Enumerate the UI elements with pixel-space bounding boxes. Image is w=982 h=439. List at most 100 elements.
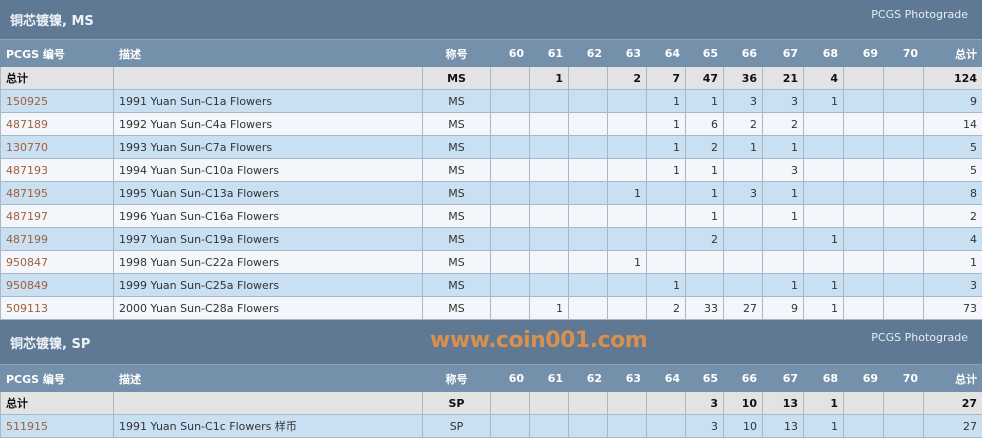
grade-count	[883, 227, 924, 251]
grade-count	[529, 135, 569, 159]
grade-count	[883, 158, 924, 182]
grade-count: 1	[607, 181, 647, 205]
section-title: 铜芯镀镍, SP	[10, 336, 91, 352]
designation: SP	[422, 391, 491, 415]
grade-count	[490, 112, 530, 136]
column-header[interactable]: 63	[607, 365, 647, 392]
pcgs-number-link[interactable]: 150925	[6, 94, 48, 108]
pcgs-number-link[interactable]: 130770	[6, 140, 48, 154]
grade-count: 9	[762, 296, 804, 320]
grade-count	[646, 414, 686, 438]
column-header[interactable]: 描述	[113, 40, 423, 67]
column-header[interactable]: 62	[568, 365, 608, 392]
row-total: 8	[923, 181, 982, 205]
section-2: 铜芯镀镍, SP PCGS Photograde PCGS 编号 描述 称号 60 61…	[0, 320, 982, 438]
column-header[interactable]: 总计	[923, 40, 982, 67]
grade-count: 33	[685, 296, 724, 320]
row-total: 9	[923, 89, 982, 113]
grade-count	[843, 414, 884, 438]
column-header[interactable]: 61	[529, 365, 569, 392]
pcgs-number-link[interactable]: 487189	[6, 117, 48, 131]
column-header[interactable]: 60	[490, 365, 530, 392]
table-row: 150925 1991 Yuan Sun-C1a Flowers MS 1 1 3 3 1…	[0, 89, 982, 113]
grade-count: 36	[723, 66, 763, 90]
column-header[interactable]: 66	[723, 40, 763, 67]
table-row: 487197 1996 Yuan Sun-C16a Flowers MS 1 1 2	[0, 204, 982, 228]
column-header[interactable]: 63	[607, 40, 647, 67]
grade-count	[646, 250, 686, 274]
grade-count	[803, 135, 844, 159]
photograde-link[interactable]: PCGS Photograde	[871, 330, 968, 344]
column-header[interactable]: 65	[685, 365, 724, 392]
column-header[interactable]: 总计	[923, 365, 982, 392]
column-header[interactable]: 68	[803, 365, 844, 392]
grade-count	[568, 296, 608, 320]
description: 1991 Yuan Sun-C1a Flowers	[113, 89, 423, 113]
designation: MS	[422, 112, 491, 136]
column-header[interactable]: 称号	[422, 40, 491, 67]
pcgs-number-link[interactable]: 487195	[6, 186, 48, 200]
grade-count: 1	[685, 89, 724, 113]
grade-count	[568, 181, 608, 205]
pcgs-number-link[interactable]: 950849	[6, 278, 48, 292]
row-total: 5	[923, 158, 982, 182]
column-header[interactable]: 67	[762, 40, 804, 67]
grade-count: 3	[762, 158, 804, 182]
grade-count: 3	[762, 89, 804, 113]
grade-count	[607, 135, 647, 159]
column-header[interactable]: 称号	[422, 365, 491, 392]
grade-count	[607, 158, 647, 182]
pcgs-number-link[interactable]: 950847	[6, 255, 48, 269]
population-table: PCGS 编号 描述 称号 60 61 62 63 64 65 66 67 68 69 70 总计 总计 S…	[0, 365, 982, 438]
grade-count: 1	[803, 89, 844, 113]
pcgs-number-link[interactable]: 487199	[6, 232, 48, 246]
column-header[interactable]: PCGS 编号	[0, 40, 114, 67]
grade-count	[607, 414, 647, 438]
grade-count	[646, 204, 686, 228]
grade-count	[843, 204, 884, 228]
column-header[interactable]: PCGS 编号	[0, 365, 114, 392]
column-header[interactable]: 64	[646, 365, 686, 392]
grade-count	[607, 296, 647, 320]
grade-count	[762, 250, 804, 274]
grade-count	[568, 158, 608, 182]
pcgs-number-link[interactable]: 511915	[6, 419, 48, 433]
grade-count: 1	[685, 158, 724, 182]
designation: MS	[422, 66, 491, 90]
grade-count	[723, 250, 763, 274]
designation: SP	[422, 414, 491, 438]
pcgs-number-link[interactable]: 487193	[6, 163, 48, 177]
column-header[interactable]: 67	[762, 365, 804, 392]
designation: MS	[422, 135, 491, 159]
column-header[interactable]: 61	[529, 40, 569, 67]
column-header[interactable]: 62	[568, 40, 608, 67]
column-header[interactable]: 69	[843, 40, 884, 67]
grade-count	[803, 204, 844, 228]
column-header[interactable]: 70	[883, 40, 924, 67]
grade-count: 1	[646, 112, 686, 136]
grade-count	[883, 296, 924, 320]
column-header[interactable]: 69	[843, 365, 884, 392]
grade-count: 2	[685, 135, 724, 159]
grade-count	[803, 250, 844, 274]
column-header[interactable]: 66	[723, 365, 763, 392]
grade-count	[723, 158, 763, 182]
column-header[interactable]: 描述	[113, 365, 423, 392]
column-header[interactable]: 60	[490, 40, 530, 67]
total-row: 总计 SP 3 10 13 1 27	[0, 391, 982, 415]
pcgs-number-link[interactable]: 487197	[6, 209, 48, 223]
pcgs-number-link[interactable]: 509113	[6, 301, 48, 315]
column-header[interactable]: 70	[883, 365, 924, 392]
column-header[interactable]: 65	[685, 40, 724, 67]
grade-count	[843, 250, 884, 274]
grade-count: 2	[685, 227, 724, 251]
grade-count	[685, 273, 724, 297]
column-header[interactable]: 68	[803, 40, 844, 67]
description: 1993 Yuan Sun-C7a Flowers	[113, 135, 423, 159]
grade-count	[568, 391, 608, 415]
column-header[interactable]: 64	[646, 40, 686, 67]
description: 1999 Yuan Sun-C25a Flowers	[113, 273, 423, 297]
grade-count	[803, 158, 844, 182]
grade-count	[490, 296, 530, 320]
photograde-link[interactable]: PCGS Photograde	[871, 8, 968, 21]
